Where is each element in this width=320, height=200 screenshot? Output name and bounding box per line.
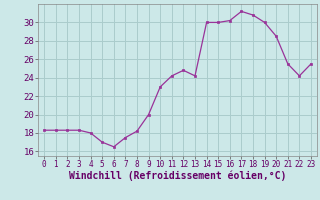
X-axis label: Windchill (Refroidissement éolien,°C): Windchill (Refroidissement éolien,°C) bbox=[69, 171, 286, 181]
